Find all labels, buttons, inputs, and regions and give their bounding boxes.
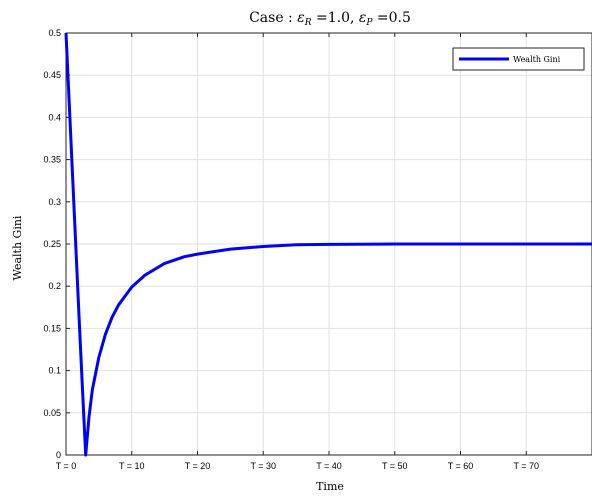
series-layer: [64, 32, 592, 457]
y-tick-label: 0.3: [48, 197, 61, 207]
chart-title: Case : εR =1.0, εP =0.5: [249, 10, 411, 28]
y-tick-label: 0.05: [43, 408, 61, 418]
series-line-wealth-gini: [64, 32, 592, 457]
y-tick-label: 0.1: [48, 366, 61, 376]
x-tick-label: T = 70: [513, 461, 539, 471]
y-tick-label: 0.35: [43, 155, 61, 165]
y-tick-label: 0.2: [48, 281, 61, 291]
x-tick-label: T = 60: [448, 461, 474, 471]
y-tick-label: 0.4: [48, 112, 61, 122]
y-tick-label: 0: [56, 450, 61, 460]
ticks: T = 0 T = 10 T = 20 T = 30 T = 40 T = 50 T = 6…: [43, 28, 539, 471]
x-tick-label: T = 30: [250, 461, 276, 471]
x-tick-label: T = 40: [316, 461, 342, 471]
y-tick-label: 0.15: [43, 323, 61, 333]
y-axis-label: Wealth Gini: [11, 215, 24, 280]
x-axis-label: Time: [316, 480, 344, 493]
y-tick-label: 0.25: [43, 239, 61, 249]
legend: Wealth Gini: [452, 47, 585, 71]
x-tick-label: T = 50: [382, 461, 408, 471]
y-tick-label: 0.5: [48, 28, 61, 38]
y-tick-label: 0.45: [43, 70, 61, 80]
legend-label-wealth-gini: Wealth Gini: [513, 55, 561, 64]
x-tick-label: T = 10: [119, 461, 145, 471]
x-tick-label: T = 20: [185, 461, 211, 471]
x-tick-label: T = 0: [56, 461, 77, 471]
legend-box: [452, 47, 585, 71]
